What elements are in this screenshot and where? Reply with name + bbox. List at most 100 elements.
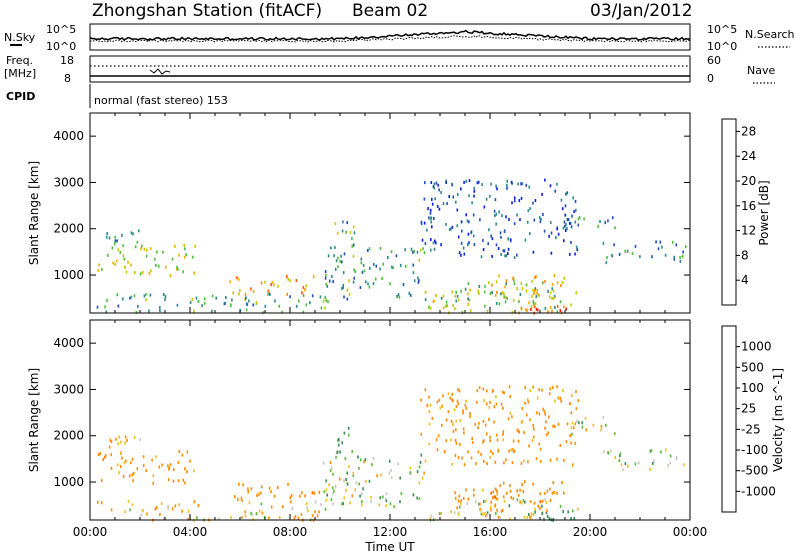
echo-cell: [512, 448, 514, 452]
echo-cell: [655, 240, 657, 244]
echo-cell: [278, 304, 281, 308]
station-title: Zhongshan Station (fitACF): [92, 1, 322, 21]
echo-cell: [455, 428, 457, 432]
echo-cell: [575, 208, 577, 212]
echo-cell: [311, 491, 314, 495]
echo-cell: [467, 232, 470, 236]
echo-cell: [457, 456, 460, 460]
echo-cell: [538, 216, 541, 220]
echo-cell: [410, 247, 413, 251]
echo-cell: [495, 280, 498, 284]
echo-cell: [478, 421, 480, 425]
echo-cell: [451, 290, 453, 294]
echo-cell: [513, 196, 516, 200]
echo-cell: [471, 440, 474, 444]
echo-cell: [469, 309, 472, 313]
echo-cell: [352, 474, 355, 478]
echo-cell: [177, 460, 180, 464]
echo-cell: [538, 293, 540, 297]
echo-cell: [547, 310, 549, 314]
echo-cell: [452, 399, 454, 403]
echo-cell: [343, 496, 346, 500]
echo-cell: [451, 182, 453, 186]
echo-cell: [348, 465, 350, 469]
echo-cell: [472, 213, 475, 217]
echo-cell: [483, 439, 485, 443]
echo-cell: [509, 411, 512, 415]
echo-cell: [521, 182, 524, 186]
echo-cell: [649, 467, 651, 471]
echo-cell: [466, 502, 469, 505]
echo-cell: [351, 237, 353, 241]
echo-cell: [526, 220, 529, 224]
echo-cell: [449, 396, 452, 400]
echo-cell: [155, 455, 157, 459]
echo-cell: [133, 435, 136, 439]
echo-cell: [564, 213, 567, 217]
echo-cell: [111, 246, 114, 250]
echo-cell: [387, 256, 389, 259]
echo-cell: [420, 453, 423, 457]
echo-cell: [352, 280, 355, 284]
echo-cell: [520, 196, 523, 200]
echo-cell: [572, 196, 574, 200]
echo-cell: [539, 460, 542, 463]
echo-cell: [556, 457, 558, 461]
echo-cell: [390, 476, 393, 480]
echo-cell: [552, 289, 555, 293]
echo-cell: [502, 481, 505, 485]
echo-cell: [516, 498, 519, 502]
echo-cell: [130, 461, 132, 465]
echo-cell: [478, 292, 480, 296]
echo-cell: [560, 399, 562, 403]
echo-cell: [462, 246, 465, 250]
echo-cell: [486, 511, 489, 515]
echo-cell: [563, 491, 565, 495]
echo-cell: [453, 408, 456, 412]
echo-cell: [421, 238, 424, 242]
echo-cell: [462, 409, 464, 413]
colorbar-tick-label: 1000: [741, 340, 772, 354]
echo-cell: [480, 512, 483, 516]
echo-cell: [413, 279, 416, 283]
echo-cell: [110, 453, 112, 457]
echo-cell: [652, 461, 654, 465]
colorbar-tick-label: 12: [741, 224, 756, 238]
echo-cell: [482, 419, 485, 423]
echo-cell: [469, 288, 471, 292]
echo-cell: [116, 239, 118, 243]
echo-cell: [501, 390, 504, 394]
echo-cell: [324, 276, 327, 280]
echo-cell: [421, 476, 424, 480]
echo-cell: [512, 439, 515, 443]
noise-panel-frame: [89, 23, 691, 51]
echo-cell: [426, 228, 428, 232]
echo-cell: [523, 459, 525, 463]
echo-cell: [473, 194, 475, 198]
echo-cell: [454, 491, 456, 495]
echo-cell: [536, 308, 539, 312]
echo-cell: [551, 283, 554, 286]
echo-cell: [570, 517, 572, 521]
echo-cell: [505, 215, 507, 219]
echo-cell: [456, 294, 459, 298]
echo-cell: [506, 491, 508, 495]
echo-cell: [552, 481, 554, 485]
echo-cell: [526, 515, 529, 519]
echo-cell: [464, 287, 467, 291]
echo-cell: [486, 310, 489, 313]
echo-cell: [329, 279, 331, 283]
echo-cell: [559, 504, 562, 508]
echo-cell: [419, 248, 422, 252]
echo-cell: [554, 425, 556, 428]
echo-cell: [450, 510, 452, 514]
echo-cell: [363, 460, 365, 464]
echo-cell: [519, 293, 522, 296]
y-tick-label: 2000: [53, 429, 84, 443]
echo-cell: [455, 200, 457, 204]
echo-cell: [514, 199, 516, 203]
echo-cell: [142, 464, 145, 467]
echo-cell: [488, 417, 490, 421]
echo-cell: [346, 297, 349, 301]
echo-cell: [140, 247, 142, 251]
